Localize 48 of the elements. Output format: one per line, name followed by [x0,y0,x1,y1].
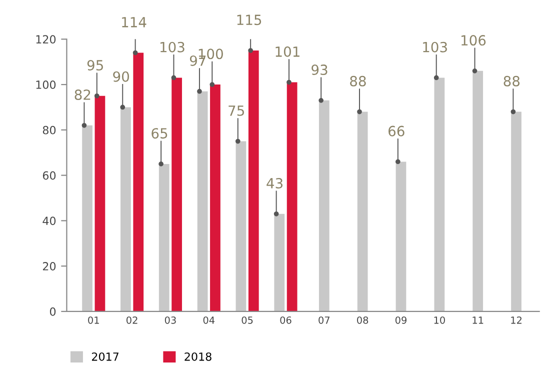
data-label: 103 [423,42,447,52]
y-tick-label: 0 [50,307,56,316]
bar [511,112,522,312]
data-label: 115 [237,14,262,26]
data-label: 101 [276,46,300,57]
y-tick-label: 100 [36,80,56,89]
x-tick-label: 01 [88,316,99,324]
data-label: 93 [312,64,328,76]
bar [248,50,259,312]
data-label: 103 [160,42,184,52]
bar [434,78,445,312]
data-label: 114 [122,17,146,28]
data-label: 43 [266,178,283,189]
x-tick-label: 03 [164,316,176,324]
data-label: 106 [462,35,486,46]
x-tick-label: 07 [318,316,330,324]
data-label: 88 [350,76,366,86]
y-tick-label: 20 [42,262,56,270]
x-tick-label: 11 [472,316,484,324]
legend-label: 2018 [184,352,212,361]
x-tick-label: 04 [203,316,215,324]
y-tick-label: 40 [42,216,56,226]
bar [120,107,131,312]
x-tick-label: 08 [357,316,368,324]
bar [158,164,170,312]
y-tick-label: 60 [42,171,56,180]
data-label: 95 [87,60,103,71]
x-tick-label: 06 [280,316,292,324]
bar [472,70,484,312]
x-tick-label: 12 [511,316,522,324]
bar [82,125,92,312]
data-label: 65 [152,128,168,139]
data-label: 88 [504,76,520,86]
y-tick-label: 80 [42,126,56,134]
data-label: 66 [388,126,404,136]
x-tick-label: 05 [242,316,253,324]
bar [133,52,144,312]
bar [210,84,220,312]
data-label: 75 [228,106,244,116]
x-tick-label: 09 [395,316,406,324]
x-tick-label: 10 [434,316,445,324]
y-tick-label: 120 [36,35,56,44]
bar [396,162,406,312]
x-tick-label: 02 [126,316,138,324]
bar [172,78,182,312]
legend-label: 2017 [92,352,118,361]
data-label: 90 [113,71,129,82]
data-label: 82 [74,90,90,100]
